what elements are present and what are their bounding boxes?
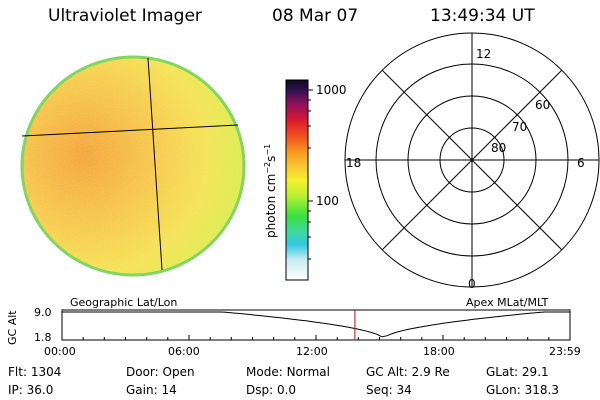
orbit-altitude-curve xyxy=(62,311,570,338)
x-tick-1800: 18:00 xyxy=(423,345,455,358)
mlt-label-0: 0 xyxy=(468,277,476,291)
status-glon: GLon: 318.3 xyxy=(486,383,559,397)
y-tick-9: 9.0 xyxy=(34,306,52,319)
status-flt: Flt: 1304 xyxy=(8,365,62,379)
x-tick-0000: 00:00 xyxy=(44,345,76,358)
status-gain: Gain: 14 xyxy=(126,383,177,397)
apex-title: Apex MLat/MLT xyxy=(466,296,549,309)
colorbar-tick-1000: 1000 xyxy=(316,83,347,97)
longitude-line xyxy=(147,57,163,271)
geographic-title: Geographic Lat/Lon xyxy=(70,296,178,309)
date-label: 08 Mar 07 xyxy=(272,6,359,26)
uv-earth-image xyxy=(20,55,246,277)
mlt-label-12: 12 xyxy=(476,47,492,61)
status-glat: GLat: 29.1 xyxy=(486,365,549,379)
gc-alt-ylabel: GC Alt xyxy=(6,310,19,345)
status-seq: Seq: 34 xyxy=(366,383,412,397)
color-bar xyxy=(285,79,313,281)
colorbar-tick-100: 100 xyxy=(316,194,339,208)
instrument-title: Ultraviolet Imager xyxy=(48,6,202,26)
colorbar-unit-label: photon cm−2s−1 xyxy=(263,143,278,238)
x-tick-0600: 06:00 xyxy=(168,345,200,358)
lat-label-60: 60 xyxy=(535,98,551,112)
status-door: Door: Open xyxy=(126,365,195,379)
lat-label-70: 70 xyxy=(512,120,528,134)
x-tick-1200: 12:00 xyxy=(296,345,328,358)
polar-plot xyxy=(344,32,600,288)
time-label: 13:49:34 UT xyxy=(430,6,535,26)
x-tick-2359: 23:59 xyxy=(549,345,581,358)
status-gc-alt: GC Alt: 2.9 Re xyxy=(366,365,450,379)
mlt-label-6: 6 xyxy=(577,156,585,170)
status-mode: Mode: Normal xyxy=(246,365,330,379)
latitude-line xyxy=(21,124,239,137)
mlt-label-18: 18 xyxy=(346,156,362,170)
lat-label-80: 80 xyxy=(491,141,507,155)
y-tick-1-8: 1.8 xyxy=(34,331,52,344)
altitude-plot xyxy=(61,309,571,341)
status-ip: IP: 36.0 xyxy=(8,383,54,397)
status-dsp: Dsp: 0.0 xyxy=(246,383,297,397)
